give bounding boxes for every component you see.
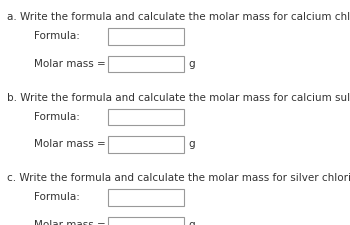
Text: Formula:: Formula: (34, 192, 80, 202)
Text: g: g (189, 140, 195, 149)
Text: b. Write the formula and calculate the molar mass for calcium sulfate.: b. Write the formula and calculate the m… (7, 93, 350, 103)
Text: Molar mass =: Molar mass = (34, 140, 106, 149)
Text: c. Write the formula and calculate the molar mass for silver chloride.: c. Write the formula and calculate the m… (7, 173, 350, 183)
Text: g: g (189, 220, 195, 225)
Bar (108, 28, 183, 45)
Text: a. Write the formula and calculate the molar mass for calcium chloride.: a. Write the formula and calculate the m… (7, 12, 350, 22)
Text: g: g (189, 59, 195, 69)
Bar (108, 56, 183, 72)
Bar (108, 189, 183, 206)
Bar (108, 217, 183, 225)
Text: Molar mass =: Molar mass = (34, 59, 106, 69)
Bar (108, 136, 183, 153)
Text: Formula:: Formula: (34, 112, 80, 122)
Text: Molar mass =: Molar mass = (34, 220, 106, 225)
Bar (108, 109, 183, 125)
Text: Formula:: Formula: (34, 32, 80, 41)
